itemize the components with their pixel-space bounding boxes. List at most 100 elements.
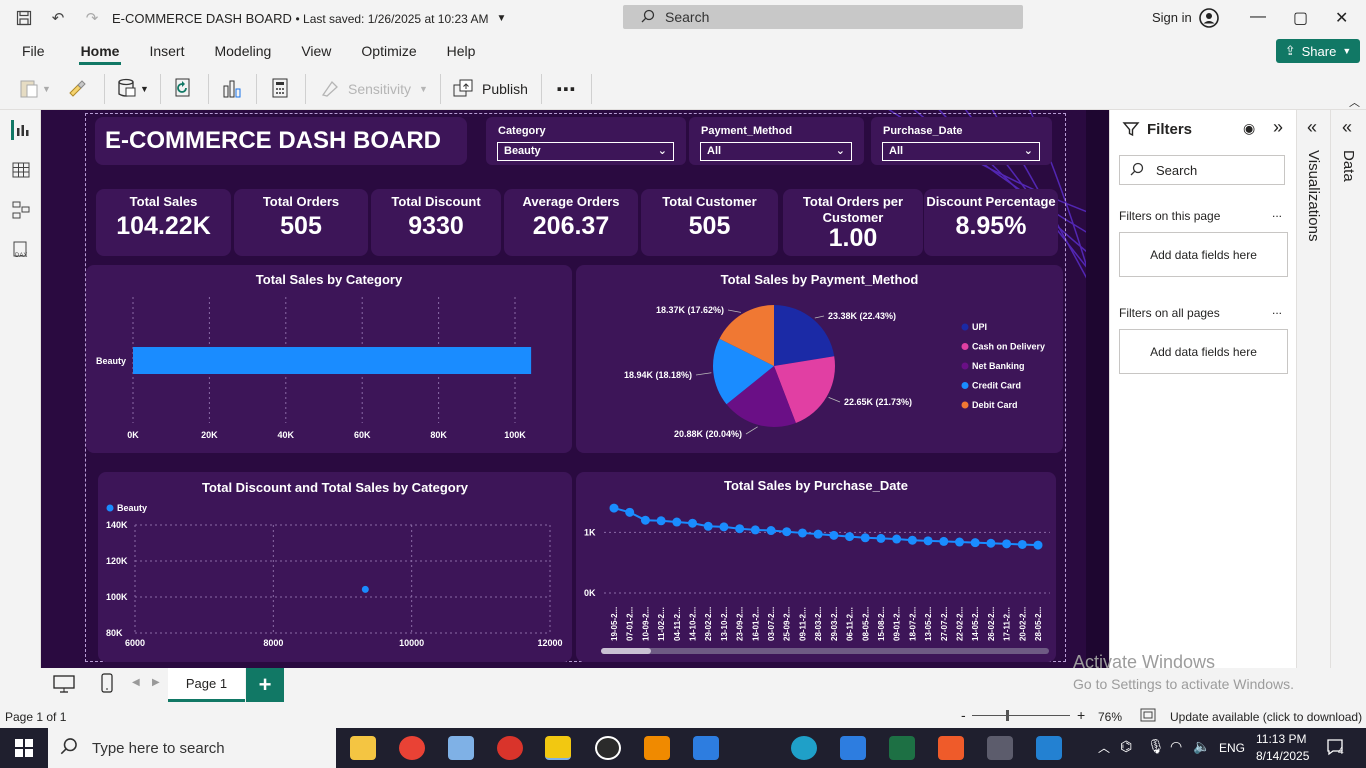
vscode-icon[interactable] xyxy=(1036,736,1062,760)
slicer-purchase-date-dropdown[interactable]: All ⌄ xyxy=(882,142,1040,161)
vlc-icon[interactable] xyxy=(644,736,670,760)
tomato-app-icon[interactable] xyxy=(497,736,523,760)
filters-search-input[interactable]: Search xyxy=(1119,155,1285,185)
clock-date[interactable]: 8/14/2025 xyxy=(1256,749,1310,763)
media-player-icon[interactable] xyxy=(595,736,621,760)
legend-label: Net Banking xyxy=(972,361,1025,371)
add-page-button[interactable]: + xyxy=(246,668,284,702)
mobile-layout-icon[interactable] xyxy=(101,673,113,698)
line-chart-card[interactable]: Total Sales by Purchase_Date 1K 0K 19-05-2… xyxy=(576,472,1056,662)
menu-modeling[interactable]: Modeling xyxy=(214,43,272,59)
slicer-category-dropdown[interactable]: Beauty ⌄ xyxy=(497,142,674,161)
paste-button[interactable]: ▼ xyxy=(18,76,51,102)
filters-on-all-dropzone[interactable]: Add data fields here xyxy=(1119,329,1288,374)
expand-data-icon[interactable]: « xyxy=(1342,117,1353,137)
share-button[interactable]: ⇪ Share ▼ xyxy=(1276,39,1360,63)
network-icon[interactable]: ⌬ xyxy=(1120,738,1133,754)
file-explorer-icon[interactable] xyxy=(350,736,376,760)
maximize-icon[interactable]: ▢ xyxy=(1293,10,1309,27)
zoom-out-icon[interactable]: - xyxy=(961,707,966,723)
desktop-layout-icon[interactable] xyxy=(53,674,75,699)
new-visual-button[interactable] xyxy=(221,76,243,102)
menu-home[interactable]: Home xyxy=(78,43,122,65)
publish-button[interactable]: Publish xyxy=(452,76,528,102)
menu-view[interactable]: View xyxy=(301,43,332,59)
microphone-icon[interactable]: 🎙 xyxy=(1147,738,1165,754)
power-bi-icon[interactable] xyxy=(545,736,571,760)
filters-pane: Filters ◉ » Search Filters on this page … xyxy=(1109,110,1296,668)
search-input[interactable]: Search xyxy=(623,5,1023,29)
tab-page-1[interactable]: Page 1 xyxy=(168,668,245,702)
minimize-icon[interactable]: — xyxy=(1250,8,1266,25)
menu-help[interactable]: Help xyxy=(446,43,476,59)
collapse-ribbon-icon[interactable]: ︿ xyxy=(1349,97,1360,109)
language-indicator[interactable]: ENG xyxy=(1219,741,1246,755)
next-page-icon[interactable]: ▶ xyxy=(152,677,160,688)
legend-label: Debit Card xyxy=(972,400,1018,410)
slicer-category[interactable]: Category Beauty ⌄ xyxy=(486,117,686,165)
refresh-button[interactable] xyxy=(173,76,195,102)
windows-start-icon[interactable] xyxy=(15,739,33,762)
scrollbar-thumb[interactable] xyxy=(601,648,651,654)
pie-chart-card[interactable]: Total Sales by Payment_Method 23.38K (22… xyxy=(576,265,1063,453)
zoom-slider-thumb[interactable] xyxy=(1006,710,1009,721)
data-pane[interactable]: « Data xyxy=(1330,110,1366,668)
redo-icon[interactable]: ↷ xyxy=(85,10,99,27)
fit-page-icon[interactable] xyxy=(1140,708,1156,725)
slicer-payment-method-dropdown[interactable]: All ⌄ xyxy=(700,142,852,161)
sensitivity-button[interactable]: Sensitivity ▼ xyxy=(320,76,428,102)
menu-insert[interactable]: Insert xyxy=(149,43,185,59)
edge-icon[interactable] xyxy=(791,736,817,760)
sublime-icon[interactable] xyxy=(938,736,964,760)
bar-x-tick-label: 80K xyxy=(430,430,447,440)
zoom-slider[interactable] xyxy=(972,710,1070,721)
account-icon[interactable] xyxy=(1199,8,1219,33)
filters-on-page-more-icon[interactable]: ... xyxy=(1272,206,1283,220)
model-view-icon[interactable] xyxy=(11,200,31,220)
format-painter-button[interactable] xyxy=(67,76,87,102)
title-dropdown-icon[interactable]: ▼ xyxy=(496,12,507,24)
notepad-icon[interactable] xyxy=(448,736,474,760)
wifi-icon[interactable]: ◠ xyxy=(1170,738,1183,754)
eye-icon[interactable]: ◉ xyxy=(1243,120,1256,136)
more-options-button[interactable]: ⋯ xyxy=(556,78,576,101)
filters-on-page-dropzone[interactable]: Add data fields here xyxy=(1119,232,1288,277)
calculator-app-icon[interactable] xyxy=(987,736,1013,760)
filters-on-all-more-icon[interactable]: ... xyxy=(1272,303,1283,317)
expand-visualizations-icon[interactable]: « xyxy=(1307,117,1318,137)
bar-chart-icon xyxy=(221,77,243,102)
line-x-tick-label: 29-02-2... xyxy=(704,607,713,641)
undo-icon[interactable]: ↶ xyxy=(51,10,65,27)
taskbar-app-icon[interactable] xyxy=(693,736,719,760)
update-available-link[interactable]: Update available (click to download) xyxy=(1170,710,1363,724)
visualizations-pane[interactable]: « Visualizations xyxy=(1296,110,1330,668)
menu-file[interactable]: File xyxy=(22,43,45,59)
taskbar-search-input[interactable]: Type here to search xyxy=(48,728,336,768)
sign-in-link[interactable]: Sign in xyxy=(1152,10,1192,25)
notification-icon[interactable] xyxy=(1325,737,1345,762)
volume-icon[interactable]: 🔈 xyxy=(1193,738,1211,754)
zoom-level[interactable]: 76% xyxy=(1098,710,1123,724)
close-icon[interactable]: ✕ xyxy=(1335,10,1349,27)
collapse-filters-icon[interactable]: » xyxy=(1273,117,1284,137)
excel-icon[interactable] xyxy=(889,736,915,760)
prev-page-icon[interactable]: ◀ xyxy=(132,677,140,688)
save-icon[interactable] xyxy=(14,8,34,28)
scatter-chart-card[interactable]: Total Discount and Total Sales by Catego… xyxy=(98,472,572,662)
dax-query-view-icon[interactable]: DAX xyxy=(11,240,31,260)
report-view-icon[interactable] xyxy=(11,120,31,140)
horizontal-scrollbar[interactable] xyxy=(601,648,1049,654)
bar-chart-card[interactable]: Total Sales by Category 0K 20K 40K 60K 80K 10… xyxy=(86,265,572,453)
zoom-in-icon[interactable]: + xyxy=(1077,707,1086,723)
get-data-button[interactable]: ▼ xyxy=(116,76,149,102)
calculator-button[interactable] xyxy=(270,76,290,102)
slicer-purchase-date[interactable]: Purchase_Date All ⌄ xyxy=(871,117,1052,165)
taskbar-app-icon[interactable] xyxy=(840,736,866,760)
table-view-icon[interactable] xyxy=(11,160,31,180)
line-point xyxy=(672,517,682,527)
menu-optimize[interactable]: Optimize xyxy=(361,43,417,59)
chrome-icon[interactable] xyxy=(399,736,425,760)
slicer-payment-method[interactable]: Payment_Method All ⌄ xyxy=(689,117,864,165)
clock-time[interactable]: 11:13 PM xyxy=(1256,732,1307,746)
show-hidden-icons[interactable]: ︿ xyxy=(1098,741,1111,755)
